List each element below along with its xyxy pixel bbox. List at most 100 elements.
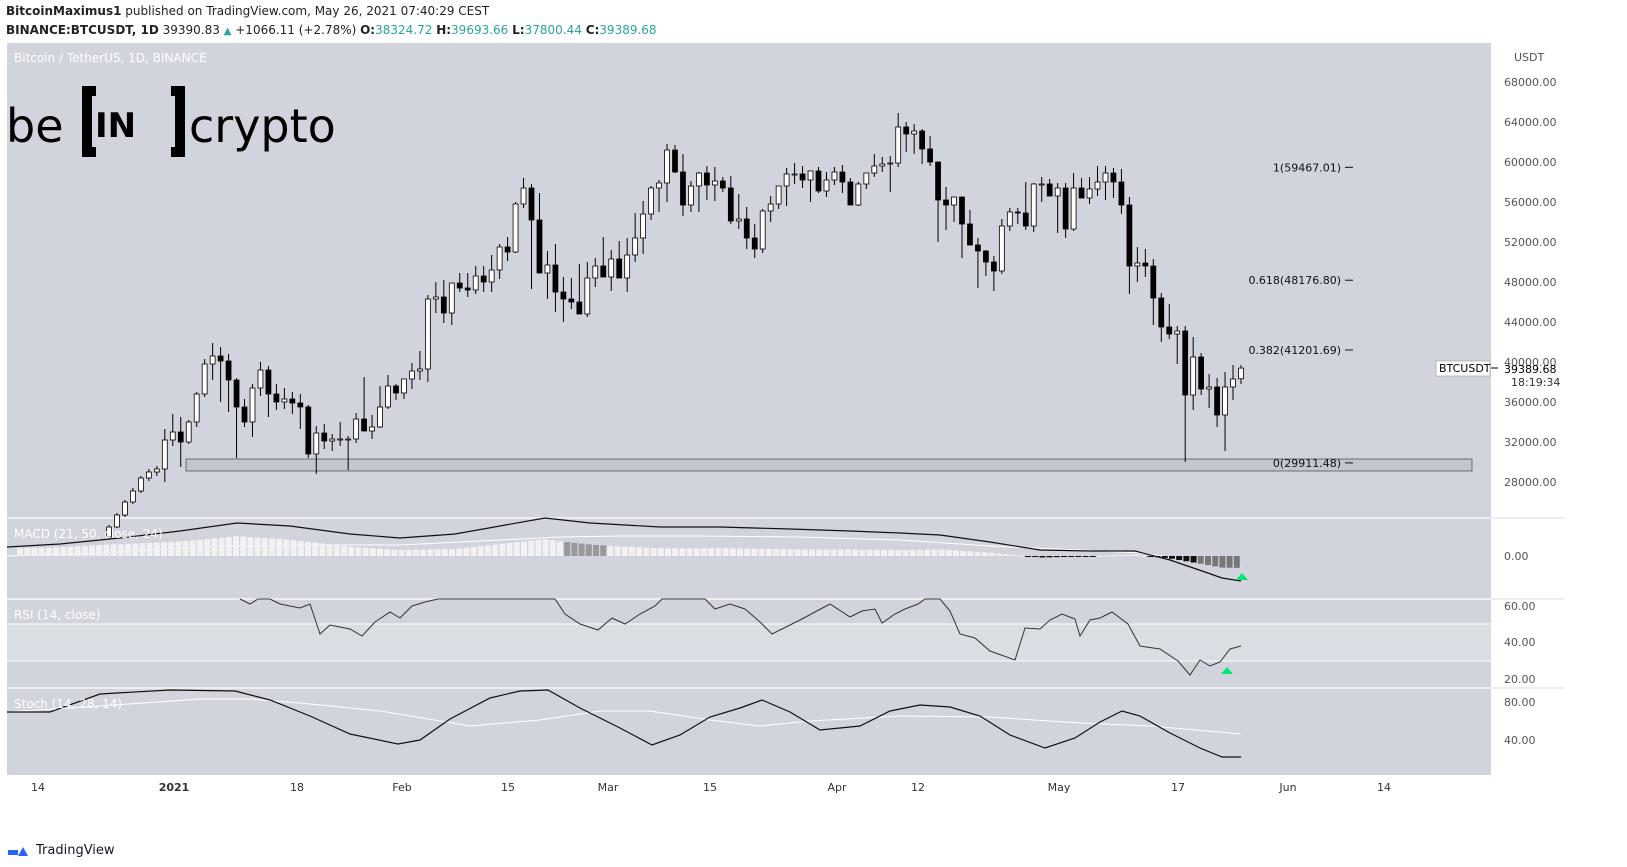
logo-text-mid: IN xyxy=(95,106,136,146)
candle-body xyxy=(767,203,774,212)
support-zone[interactable] xyxy=(185,458,1473,472)
macd-histogram-bar xyxy=(427,549,434,556)
macd-histogram-bar xyxy=(103,544,110,556)
candle-body xyxy=(1046,183,1053,197)
macd-histogram-bar xyxy=(564,542,571,556)
macd-histogram-bar xyxy=(225,537,232,556)
time-axis-ticks[interactable]: 14 2021 18 Feb 15 Mar 15 Apr 12 May 17 Jun 14 xyxy=(31,781,1391,794)
price-axis-area xyxy=(1491,43,1564,775)
candle-body xyxy=(1022,212,1029,227)
last-price-marker[interactable]: BTCUSDT 39389.68 18:19:34 xyxy=(1435,360,1560,389)
macd-histogram-bar xyxy=(765,548,772,556)
macd-histogram-bar xyxy=(377,548,383,556)
candle-body xyxy=(616,258,623,279)
macd-histogram-bar xyxy=(326,544,333,556)
candle-body xyxy=(935,161,941,201)
candle-body xyxy=(345,438,352,441)
time-tick-label: 18 xyxy=(290,781,304,794)
macd-histogram-bar xyxy=(1068,556,1075,557)
candle-body xyxy=(512,203,519,253)
macd-histogram-bar xyxy=(830,549,837,556)
macd-histogram-bar xyxy=(1147,556,1154,557)
candle-body xyxy=(1030,183,1037,227)
macd-histogram-bar xyxy=(348,546,355,556)
macd-histogram-bar xyxy=(125,543,131,556)
candle-body xyxy=(1078,187,1085,199)
candle-body xyxy=(759,210,766,250)
macd-histogram-bar xyxy=(1169,556,1175,559)
macd-line xyxy=(6,517,1242,582)
macd-histogram-bar xyxy=(413,549,419,556)
fibonacci-levels[interactable]: 1(59467.01) 0.618(48176.80) 0.382(41201.69… xyxy=(1248,161,1353,470)
time-tick-label: Jun xyxy=(1278,781,1296,794)
macd-histogram-bar xyxy=(333,545,340,556)
macd-histogram-bar xyxy=(233,536,239,556)
candle-body xyxy=(1198,356,1205,390)
macd-histogram-bar xyxy=(881,549,887,556)
macd-histogram-bar xyxy=(74,546,81,556)
candle-body xyxy=(775,185,782,205)
macd-histogram-bar xyxy=(45,547,52,556)
candle-body xyxy=(648,187,654,215)
candle-body xyxy=(393,385,399,394)
close-value: 39389.68 xyxy=(599,23,657,37)
author-name[interactable]: BitcoinMaximus1 xyxy=(6,4,122,18)
macd-histogram-bar xyxy=(254,537,261,556)
time-tick-label: 15 xyxy=(501,781,515,794)
macd-histogram-bar xyxy=(67,546,74,556)
candle-body xyxy=(289,398,296,404)
logo-text-left: be xyxy=(6,99,64,153)
change-value: +1066.11 (+2.78%) xyxy=(235,23,357,37)
macd-histogram-bar xyxy=(917,549,923,556)
macd-histogram-bar xyxy=(521,541,527,556)
candle-body xyxy=(241,406,248,423)
candle-body xyxy=(1142,262,1149,267)
candle-body xyxy=(440,296,447,314)
candle-body xyxy=(145,471,152,479)
macd-histogram-bar xyxy=(1010,554,1017,556)
candle-body xyxy=(1174,330,1181,335)
macd-histogram-bar xyxy=(477,546,484,556)
candle-body xyxy=(735,218,742,222)
macd-histogram-bar xyxy=(513,542,520,556)
time-tick-label: 15 xyxy=(703,781,717,794)
macd-histogram-bar xyxy=(1039,556,1046,558)
high-label: H: xyxy=(436,23,452,37)
footer-brand[interactable]: TradingView xyxy=(36,843,115,858)
time-axis-area[interactable] xyxy=(7,775,1564,800)
macd-histogram-bar xyxy=(585,544,592,556)
logo-text-right: crypto xyxy=(189,99,336,153)
indicator-axis-ticks: 0.00 60.00 40.00 20.00 80.00 40.00 xyxy=(1504,550,1536,747)
candle-body xyxy=(1190,356,1197,396)
bullish-signal-icon xyxy=(1236,573,1248,580)
macd-histogram-bar xyxy=(204,539,211,556)
macd-histogram-bar xyxy=(744,548,751,556)
price-axis-ticks[interactable]: 68000.00 64000.00 60000.00 56000.00 52000.00… xyxy=(1504,76,1557,489)
macd-histogram-bar xyxy=(837,549,844,556)
price-tick-label: 64000.00 xyxy=(1504,116,1557,129)
macd-histogram-bar xyxy=(701,548,707,556)
macd-histogram-bar xyxy=(693,548,700,556)
rsi-indicator xyxy=(239,598,1242,676)
stoch-k-line xyxy=(7,689,1241,758)
macd-indicator xyxy=(6,517,1248,582)
candle-body xyxy=(425,298,431,370)
macd-histogram-bar xyxy=(240,536,247,556)
close-label: C: xyxy=(585,23,600,37)
macd-histogram-bar xyxy=(1032,556,1039,558)
macd-histogram-bar xyxy=(650,548,657,556)
macd-histogram-bar xyxy=(873,549,880,556)
macd-histogram-bar xyxy=(931,549,938,556)
low-label: L: xyxy=(512,23,525,37)
support-zone-rect[interactable] xyxy=(185,458,1473,472)
candle-body xyxy=(919,130,925,150)
macd-histogram-bar xyxy=(945,550,952,556)
stoch-axis-tick-40: 40.00 xyxy=(1504,734,1536,747)
candle-body xyxy=(943,199,949,206)
macd-histogram-bar xyxy=(1212,556,1219,567)
macd-histogram-bar xyxy=(492,544,499,556)
candle-body xyxy=(552,264,559,293)
candle-body xyxy=(1134,262,1141,267)
macd-histogram-bar xyxy=(1082,556,1089,557)
